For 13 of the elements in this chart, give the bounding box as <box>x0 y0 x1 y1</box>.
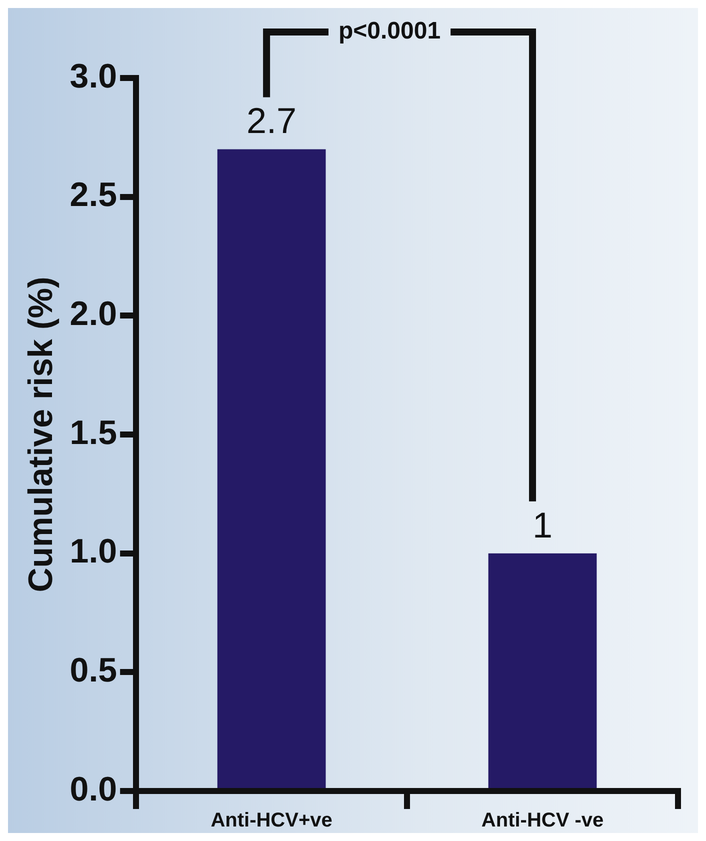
y-tick-label: 1.0 <box>70 532 118 571</box>
y-tick-label: 2.0 <box>70 295 118 334</box>
data-label: 2.7 <box>246 100 297 142</box>
y-axis-title: Cumulative risk (%) <box>22 276 60 592</box>
data-label: 1 <box>532 504 553 546</box>
y-tick-label: 0.0 <box>70 770 118 808</box>
y-tick-label: 0.5 <box>70 652 118 690</box>
x-tick-label: Anti-HCV -ve <box>481 810 604 832</box>
y-tick-label: 2.5 <box>70 176 118 214</box>
y-tick-label: 3.0 <box>70 57 118 96</box>
text: p<0.0001 <box>338 18 441 45</box>
x-tick-label: Anti-HCV+ve <box>210 810 332 832</box>
y-tick-label: 1.5 <box>70 414 118 452</box>
